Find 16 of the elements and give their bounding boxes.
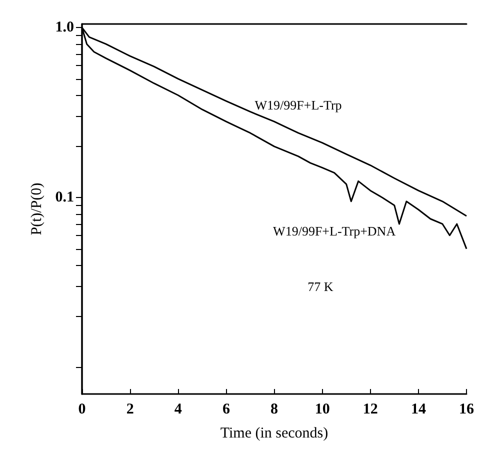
x-tick-label: 2 <box>126 402 134 418</box>
x-tick-label: 4 <box>174 402 182 418</box>
y-axis-title: P(t)/P(0) <box>28 182 45 236</box>
series-label: W19/99F+L-Trp <box>254 97 342 112</box>
x-tick-label: 16 <box>459 402 474 418</box>
y-tick-label: 1.0 <box>55 20 74 36</box>
x-tick-label: 12 <box>362 402 378 418</box>
x-tick-label: 6 <box>222 402 230 418</box>
y-tick-label: 0.1 <box>55 190 74 206</box>
x-tick-label: 0 <box>78 402 86 418</box>
x-tick-label: 8 <box>270 402 278 418</box>
x-tick-label: 14 <box>410 402 426 418</box>
annotation: 77 K <box>308 279 334 294</box>
x-axis-title: Time (in seconds) <box>220 426 328 442</box>
x-tick-label: 10 <box>314 402 330 418</box>
series-label: W19/99F+L-Trp+DNA <box>273 223 396 238</box>
